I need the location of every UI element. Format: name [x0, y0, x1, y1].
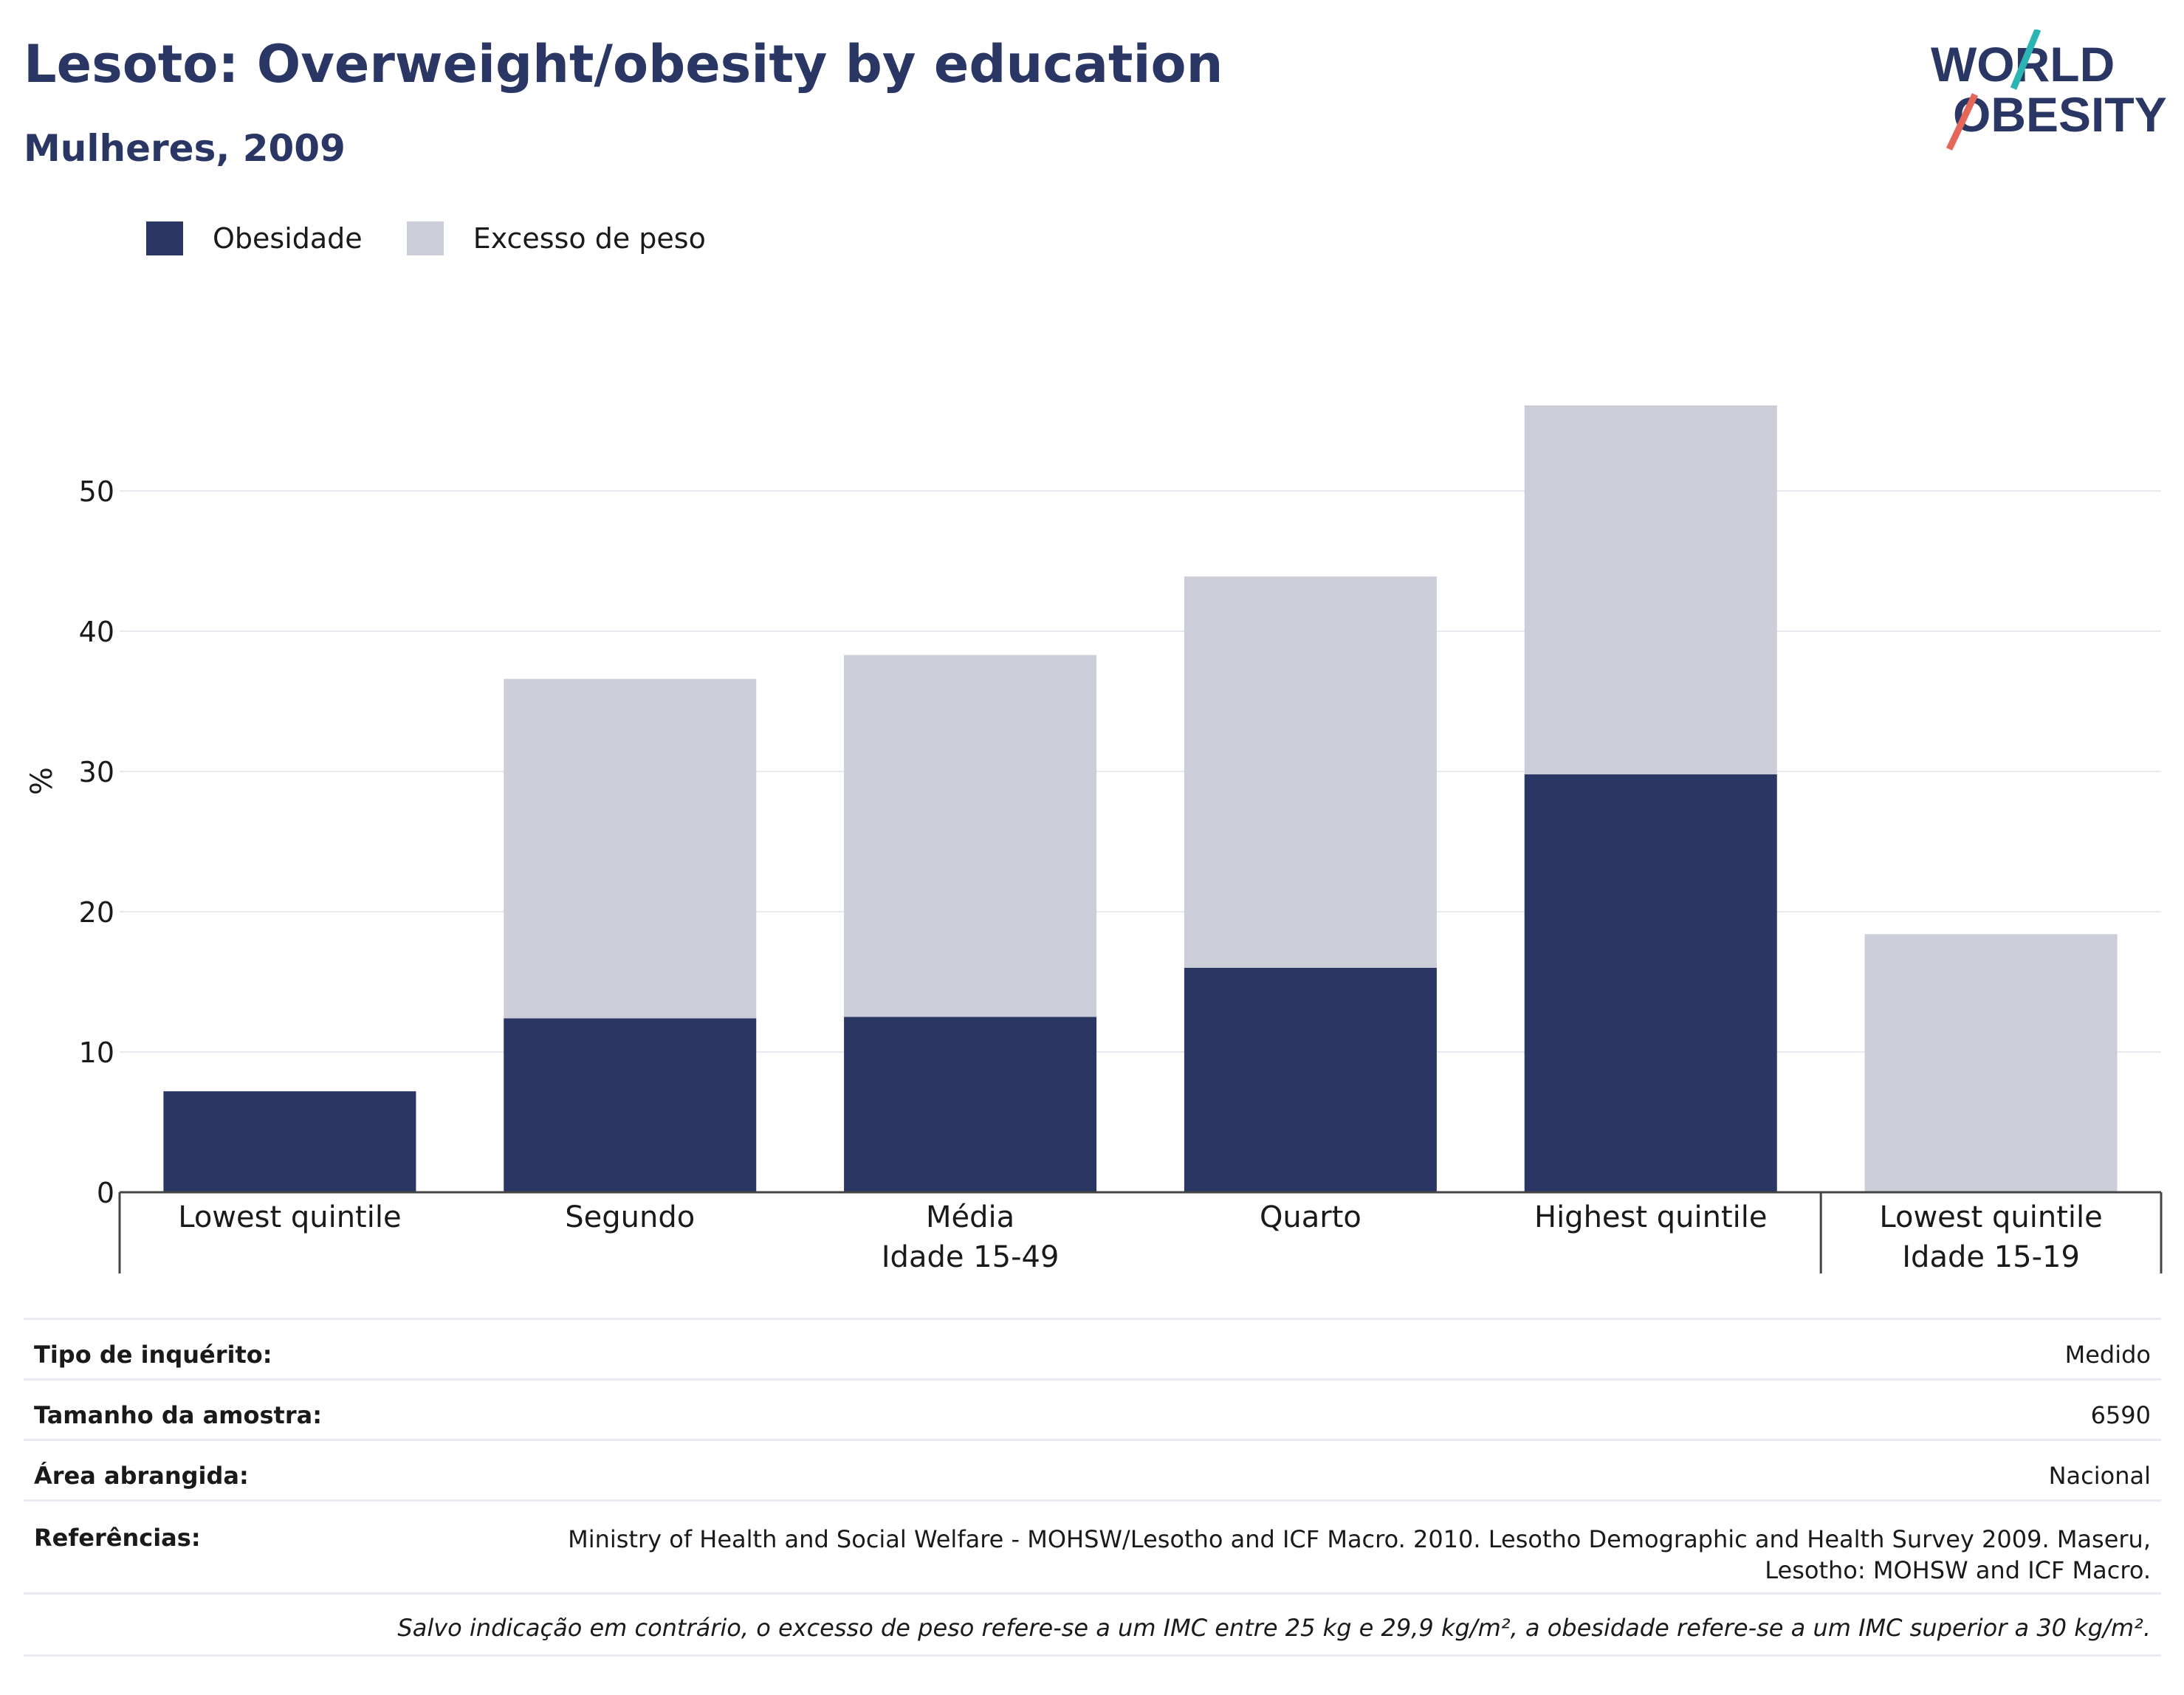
x-tick-label: Média [926, 1200, 1014, 1234]
info-row-references: Referências: Ministry of Health and Soci… [24, 1499, 2161, 1595]
y-tick-label: 30 [79, 756, 114, 788]
reference-line: Ministry of Health and Social Welfare - … [568, 1525, 2151, 1553]
y-tick-label: 20 [79, 896, 114, 929]
legend-swatch-excesso [406, 221, 444, 255]
info-value: 6590 [2090, 1401, 2151, 1429]
group-label: Idade 15-19 [1902, 1240, 2080, 1274]
footnote: Salvo indicação em contrário, o excesso … [397, 1614, 2151, 1642]
legend-item-excesso[interactable]: Excesso de peso [406, 221, 706, 255]
y-tick-label: 40 [79, 616, 114, 648]
bar-excesso-de-peso [1864, 934, 2118, 1192]
legend-label-excesso: Excesso de peso [473, 222, 706, 255]
bar-obesidade [1184, 968, 1437, 1192]
legend-swatch-obesidade [146, 221, 183, 255]
chart-subtitle: Mulheres, 2009 [24, 127, 346, 170]
x-tick-label: Quarto [1260, 1200, 1361, 1234]
reference-line: Lesotho: MOHSW and ICF Macro. [1765, 1556, 2151, 1584]
group-label: Idade 15-49 [882, 1240, 1060, 1274]
bar-obesidade [1524, 774, 1777, 1192]
y-tick-label: 10 [79, 1036, 114, 1069]
logo-red-stroke [1946, 93, 1979, 151]
info-row-sample-size: Tamanho da amostra: 6590 [24, 1378, 2161, 1441]
info-key: Referências: [34, 1524, 201, 1552]
logo-line2: OBESITY [1953, 87, 2167, 142]
bar-obesidade [504, 1018, 757, 1192]
x-tick-label: Lowest quintile [1879, 1200, 2102, 1234]
bar-chart: 0 10 20 30 40 50% Lowest quintile Segundo Média Q… [25, 405, 2163, 1274]
info-row-area: Área abrangida: Nacional [24, 1439, 2161, 1502]
bar-excesso-de-peso [1184, 576, 1437, 968]
legend: Obesidade Excesso de peso [146, 221, 750, 255]
y-axis-label: % [25, 767, 59, 795]
x-tick-label: Highest quintile [1534, 1200, 1768, 1234]
bar-obesidade [844, 1017, 1097, 1192]
bar-obesidade [163, 1091, 416, 1192]
y-tick-label: 0 [97, 1177, 114, 1209]
info-row-note: Salvo indicação em contrário, o excesso … [24, 1592, 2161, 1657]
x-tick-label: Lowest quintile [178, 1200, 401, 1234]
info-value: Medido [2064, 1341, 2151, 1369]
bar-excesso-de-peso [504, 678, 757, 1019]
info-key: Área abrangida: [34, 1462, 249, 1490]
chart-title: Lesoto: Overweight/obesity by education [24, 34, 1223, 94]
info-key: Tamanho da amostra: [34, 1401, 322, 1429]
world-obesity-logo: WORLD OBESITY [1931, 30, 2167, 151]
bar-excesso-de-peso [844, 655, 1097, 1017]
info-value: Ministry of Health and Social Welfare - … [568, 1524, 2151, 1586]
legend-item-obesidade[interactable]: Obesidade [146, 221, 363, 255]
info-bottom-rule [24, 1654, 2161, 1658]
info-row-survey-type: Tipo de inquérito: Medido [24, 1318, 2161, 1381]
info-key: Tipo de inquérito: [34, 1341, 272, 1369]
logo-teal-stroke [2010, 30, 2042, 90]
legend-label-obesidade: Obesidade [213, 222, 363, 255]
info-value: Nacional [2048, 1462, 2151, 1490]
x-tick-label: Segundo [565, 1200, 695, 1234]
y-tick-label: 50 [79, 475, 114, 508]
bar-excesso-de-peso [1524, 405, 1777, 774]
